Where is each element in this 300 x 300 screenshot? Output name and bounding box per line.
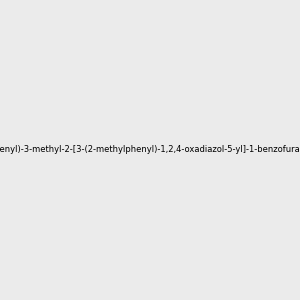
Text: N-(4-methoxyphenyl)-3-methyl-2-[3-(2-methylphenyl)-1,2,4-oxadiazol-5-yl]-1-benzo: N-(4-methoxyphenyl)-3-methyl-2-[3-(2-met…: [0, 146, 300, 154]
